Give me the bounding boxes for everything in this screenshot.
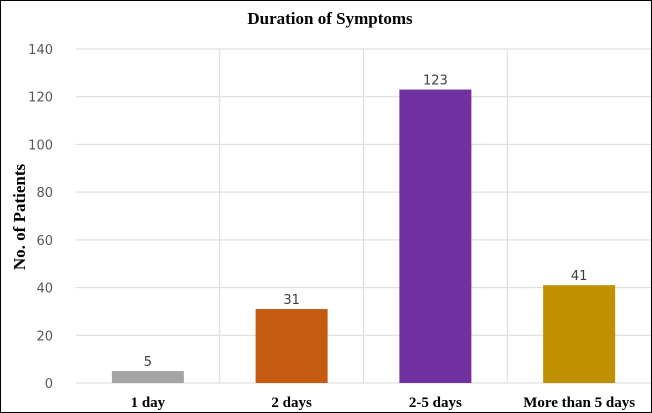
y-tick-label: 20: [36, 329, 53, 344]
x-tick-label: 2-5 days: [409, 395, 462, 411]
data-labels: 5 31 123 41: [144, 74, 588, 371]
y-axis-label: No. of Patients: [10, 163, 29, 270]
x-tick-label: 2 days: [271, 395, 312, 411]
y-tick-label: 60: [36, 234, 53, 249]
bar-4: [543, 285, 616, 383]
data-label: 5: [144, 355, 152, 370]
x-tick-label: 1 day: [131, 395, 166, 411]
data-label: 123: [423, 74, 448, 89]
y-tick-label: 40: [36, 282, 53, 297]
gridlines: [76, 48, 651, 384]
y-tick-label: 80: [36, 186, 53, 201]
y-tick-label: 100: [28, 138, 53, 153]
bar-2: [255, 309, 328, 383]
bar-3: [399, 89, 472, 384]
data-label: 41: [571, 269, 588, 284]
bars: [111, 89, 616, 384]
data-label: 31: [283, 293, 300, 308]
y-tick-label: 140: [28, 43, 53, 58]
x-axis-ticks: 1 day 2 days 2-5 days More than 5 days: [131, 395, 636, 411]
bar-1: [111, 371, 184, 383]
chart-title: Duration of Symptoms: [247, 9, 413, 28]
y-axis-ticks: 0 20 40 60 80 100 120 140: [28, 43, 53, 392]
y-tick-label: 0: [45, 377, 53, 392]
x-tick-label: More than 5 days: [523, 395, 635, 411]
y-tick-label: 120: [28, 91, 53, 106]
